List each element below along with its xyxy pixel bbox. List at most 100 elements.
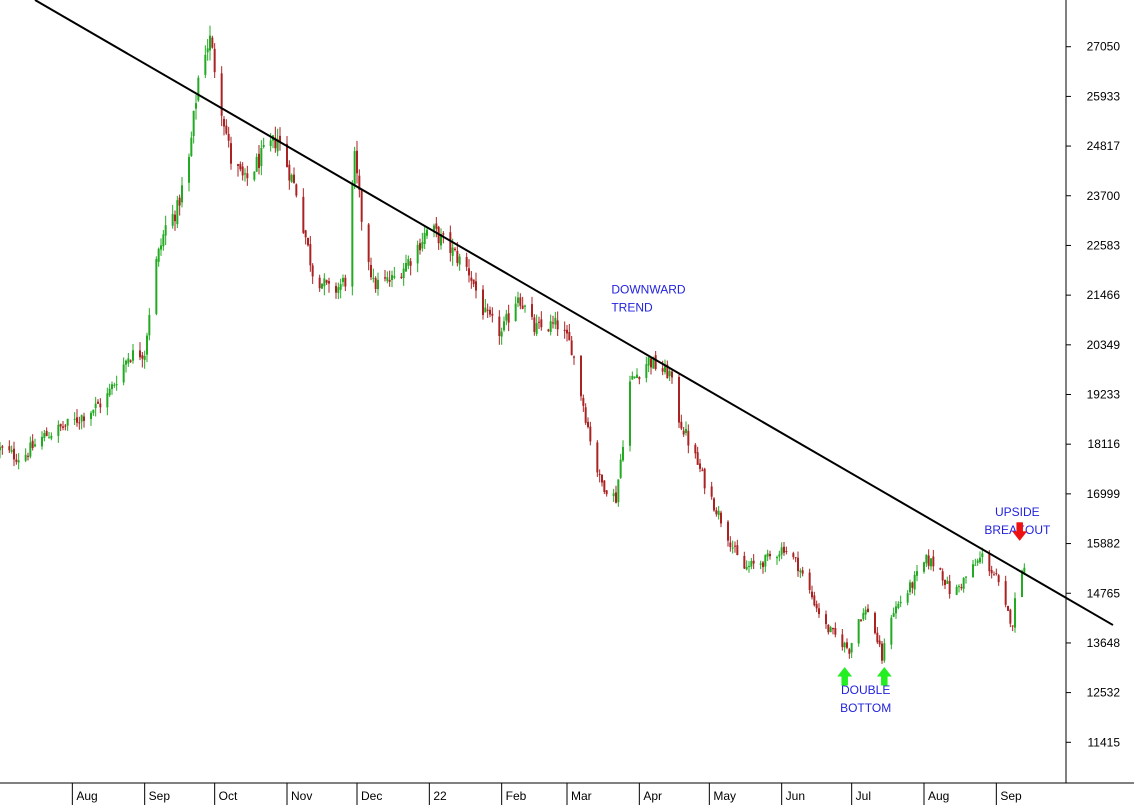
candle [535, 314, 538, 337]
candle [909, 579, 911, 595]
candle-body [66, 418, 69, 426]
candle-body [710, 486, 713, 497]
candle-body [876, 632, 879, 643]
candle [475, 272, 477, 299]
candle [31, 434, 34, 451]
candle [62, 421, 64, 431]
candle-body [465, 257, 468, 267]
candle-body [717, 510, 720, 516]
candle-body [743, 555, 746, 569]
candle-body [227, 133, 230, 141]
candle [619, 453, 622, 479]
candle-body [356, 150, 358, 174]
candle-body [785, 551, 788, 553]
candle [785, 546, 788, 555]
candle [776, 555, 778, 565]
candle [666, 360, 669, 379]
candle [423, 226, 426, 250]
candle-body [470, 277, 473, 281]
candle [125, 359, 127, 373]
candle [843, 641, 846, 653]
candle [262, 137, 265, 149]
candle-body [419, 243, 421, 251]
y-tick-label: 22583 [1087, 238, 1121, 252]
candle [832, 627, 834, 635]
candle-body [489, 309, 491, 315]
candle-body [468, 268, 470, 276]
candle-body [617, 479, 620, 503]
candle-body [944, 579, 946, 586]
candle-body [1, 446, 4, 448]
candle [106, 387, 109, 416]
candle-body [449, 232, 452, 254]
candle-body [62, 426, 64, 428]
candle-body [503, 321, 505, 331]
candle-body [652, 357, 655, 369]
candle [353, 146, 356, 190]
candle-body [122, 364, 125, 383]
candle [734, 541, 736, 553]
candle [850, 642, 853, 659]
candle-body [64, 425, 67, 427]
candle-body [318, 277, 321, 289]
candle [323, 273, 326, 296]
candle [155, 256, 158, 316]
candle-body [1021, 570, 1023, 598]
candle [286, 135, 288, 168]
candle [811, 585, 813, 600]
candle-body [384, 277, 386, 279]
candle-body [517, 297, 519, 304]
x-tick-label: Sep [1000, 789, 1022, 803]
candle [750, 557, 753, 570]
candle-body [31, 440, 34, 449]
candle [146, 332, 148, 363]
candle [596, 440, 599, 478]
candle-body [309, 244, 312, 266]
candle-body [547, 329, 550, 331]
candle-body [94, 403, 97, 409]
candle [736, 539, 739, 556]
candle-body [783, 546, 785, 553]
candle-body [736, 545, 739, 555]
candle [519, 293, 522, 310]
candle [409, 257, 412, 276]
candle [764, 554, 767, 573]
candle [930, 558, 932, 571]
candle-body [605, 490, 608, 495]
candle-body [524, 305, 526, 307]
candle-body [862, 612, 865, 620]
candle [638, 376, 641, 385]
candle [792, 551, 795, 560]
candle-body [400, 276, 403, 278]
candle [696, 446, 699, 466]
candle [762, 560, 764, 574]
candle [176, 195, 179, 229]
candle-body [304, 230, 307, 238]
candle [813, 591, 816, 607]
candle-body [106, 393, 109, 408]
candle [881, 640, 883, 664]
candle [43, 429, 46, 442]
candle-body [827, 624, 830, 633]
candle-body [799, 570, 802, 573]
y-tick-label: 19233 [1087, 387, 1121, 401]
candle [997, 574, 1000, 586]
candle-body [552, 322, 554, 324]
candle-body [344, 277, 347, 287]
candle-body [946, 580, 949, 584]
double-bottom-arrow-icon [876, 666, 892, 686]
candle-body [748, 565, 750, 567]
candle-body [734, 545, 736, 547]
candle-body [505, 314, 508, 321]
candle-body [295, 184, 298, 196]
candle [540, 311, 543, 331]
candle-body [472, 279, 475, 285]
candle-body [204, 54, 207, 75]
candle [370, 257, 372, 281]
candle [472, 279, 475, 288]
candle [407, 255, 410, 270]
candle [237, 163, 239, 177]
candle-body [930, 558, 932, 567]
candle-body [974, 564, 977, 566]
